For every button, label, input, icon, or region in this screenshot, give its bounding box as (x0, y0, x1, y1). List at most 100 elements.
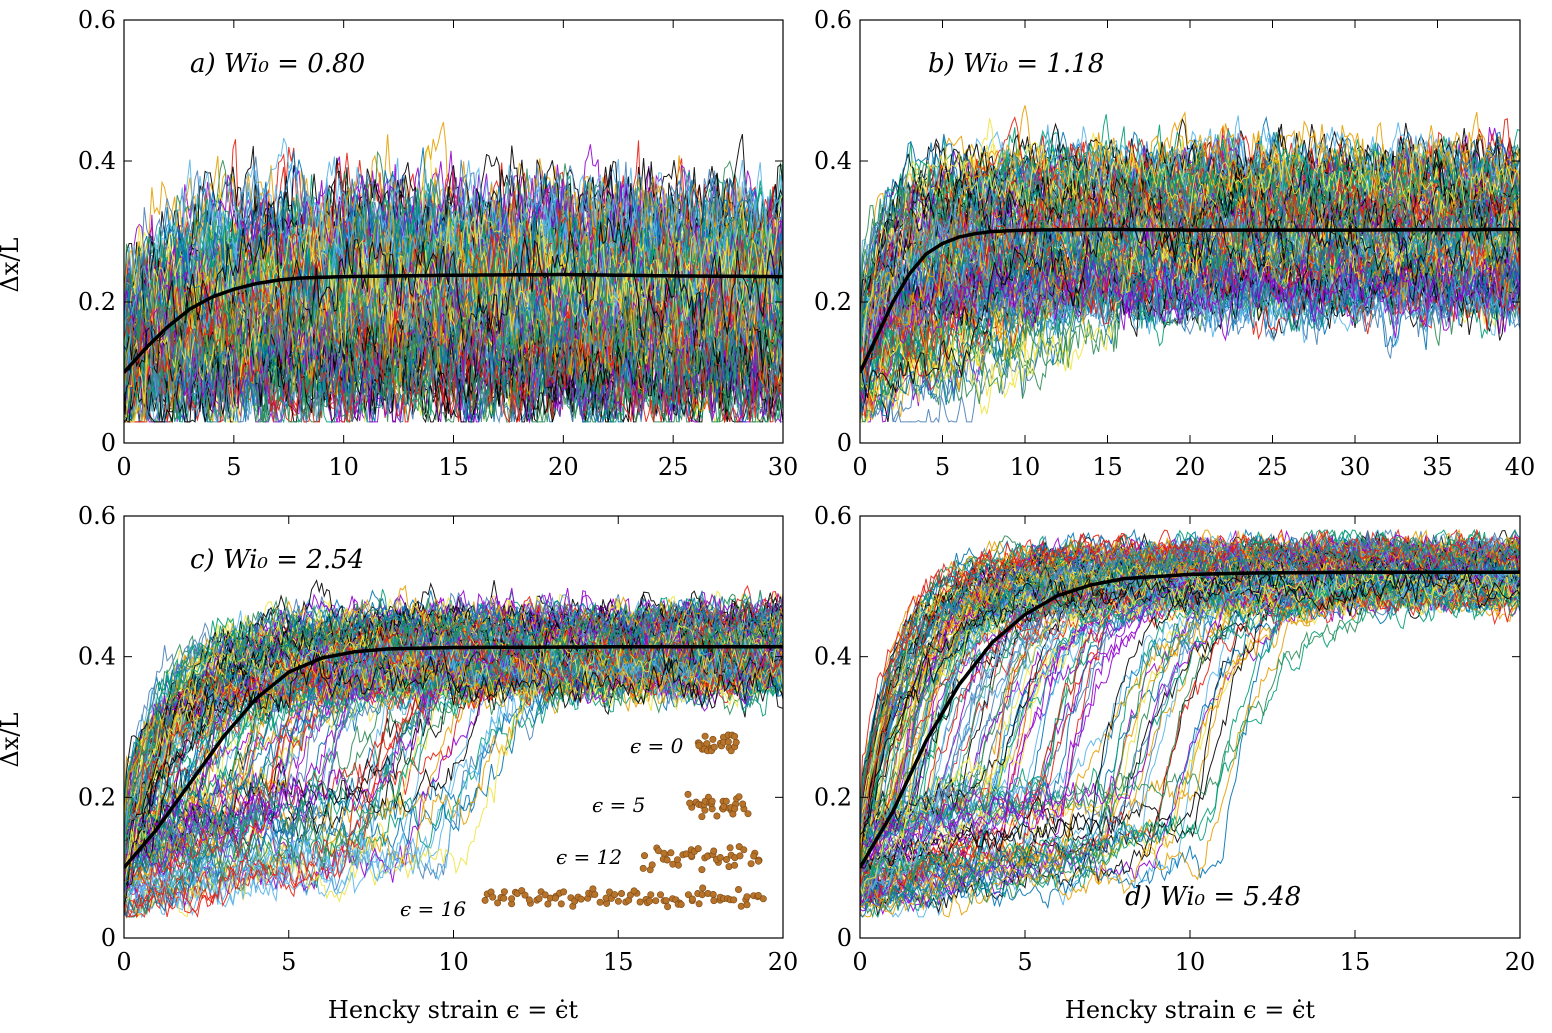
polymer-bead (656, 891, 664, 899)
trajectory-line (860, 141, 1520, 401)
polymer-bead (636, 898, 644, 906)
x-tick-label: 10 (1175, 948, 1206, 976)
polymer-bead (730, 896, 738, 904)
polymer-bead (639, 864, 647, 872)
polymer-bead (716, 853, 724, 861)
polymer-bead (713, 812, 721, 820)
x-axis-title-left: Hencky strain ϵ = ϵ̇t (328, 996, 579, 1024)
polymer-bead (664, 903, 672, 911)
mean-curve (860, 570, 1520, 869)
trajectory-line (860, 193, 1520, 399)
trajectory-line (860, 217, 1520, 368)
trajectory-line (124, 286, 783, 424)
trajectory-line (124, 599, 783, 837)
trajectory-line (860, 531, 1520, 878)
polymer-bead (740, 846, 748, 854)
polymer-bead (722, 855, 730, 863)
trajectory-line (124, 597, 783, 895)
x-tick-label: 15 (1092, 453, 1123, 481)
x-tick-label: 5 (226, 453, 241, 481)
polymer-bead (508, 895, 516, 903)
polymer-bead (754, 891, 762, 899)
y-tick-label: 0.6 (78, 502, 116, 530)
trajectory-line (124, 648, 783, 841)
trajectory-line (860, 143, 1520, 396)
trajectory-line (860, 536, 1520, 833)
y-tick-label: 0.6 (78, 6, 116, 34)
polymer-bead (710, 743, 718, 751)
trajectory-line (860, 566, 1520, 835)
x-tick-label: 20 (548, 453, 579, 481)
panel-label: c) Wi₀ = 2.54 (190, 545, 364, 575)
x-tick-label: 20 (768, 948, 799, 976)
trajectory-line (860, 545, 1520, 828)
trajectory-line (124, 591, 783, 896)
y-tick-label: 0.2 (814, 288, 852, 316)
polymer-bead (544, 900, 552, 908)
polymer-bead (614, 897, 622, 905)
y-tick-label: 0.4 (814, 643, 852, 671)
panel-d: 0 5 10 15 20 0 0.2 0.4 0.6 d) Wi₀ = 5.48 (814, 502, 1535, 976)
polymer-bead (611, 891, 619, 899)
y-tick-label: 0.4 (78, 147, 116, 175)
inset-label: ϵ = 0 (630, 734, 684, 758)
trajectory-line (860, 105, 1520, 327)
x-tick-label: 20 (1175, 453, 1206, 481)
inset-label: ϵ = 16 (400, 897, 466, 921)
trajectory-line (860, 116, 1520, 335)
trajectory-line (860, 535, 1520, 814)
trajectory-line (124, 594, 783, 854)
polymer-bead (560, 888, 568, 896)
polymer-bead (747, 860, 755, 868)
x-tick-label: 0 (852, 948, 867, 976)
x-tick-label: 30 (1340, 453, 1371, 481)
y-tick-label: 0 (837, 924, 852, 952)
x-tick-label: 10 (328, 453, 359, 481)
trajectories-a (124, 121, 783, 424)
polymer-bead (481, 896, 489, 904)
x-tick-label: 35 (1422, 453, 1453, 481)
trajectory-line (860, 209, 1520, 415)
polymer-bead (694, 845, 702, 853)
polymer-bead (731, 861, 739, 869)
polymer-bead (662, 897, 670, 905)
trajectory-line (124, 624, 783, 898)
panel-b: 0 5 10 15 20 25 30 35 40 0 0.2 0.4 0.6 b) Wi₀ = 1.18 (814, 6, 1535, 481)
y-axis-title-bottom: Δx/L (0, 712, 24, 767)
trajectory-line (124, 251, 783, 401)
polymer-snapshot (684, 790, 752, 821)
trajectory-line (860, 214, 1520, 347)
trajectory-line (124, 635, 783, 820)
polymer-bead (591, 890, 599, 898)
y-tick-label: 0.6 (814, 6, 852, 34)
x-tick-label: 15 (603, 948, 634, 976)
trajectory-line (860, 568, 1520, 865)
trajectory-line (860, 562, 1520, 832)
trajectory-line (860, 576, 1520, 916)
y-axis-title-top: Δx/L (0, 237, 24, 292)
polymer-bead (724, 738, 732, 746)
x-tick-label: 40 (1505, 453, 1536, 481)
trajectories-b (860, 105, 1520, 424)
trajectory-line (860, 190, 1520, 418)
x-tick-label: 10 (1010, 453, 1041, 481)
polymer-snapshot (639, 843, 763, 874)
inset-label: ϵ = 12 (556, 845, 622, 869)
trajectory-line (124, 649, 783, 818)
mean-curve (124, 272, 783, 374)
polymer-bead (551, 894, 559, 902)
polymer-bead (701, 806, 709, 814)
polymer-bead (688, 895, 696, 903)
trajectory-line (124, 309, 783, 424)
polymer-bead (759, 895, 767, 903)
trajectory-line (860, 207, 1520, 366)
polymer-bead (731, 732, 739, 740)
x-tick-label: 10 (438, 948, 469, 976)
polymer-bead (500, 888, 508, 896)
polymer-bead (710, 897, 718, 905)
polymer-bead (744, 810, 752, 818)
polymer-bead (699, 884, 707, 892)
trajectory-line (124, 633, 783, 856)
polymer-bead (663, 856, 671, 864)
polymer-bead (701, 732, 709, 740)
